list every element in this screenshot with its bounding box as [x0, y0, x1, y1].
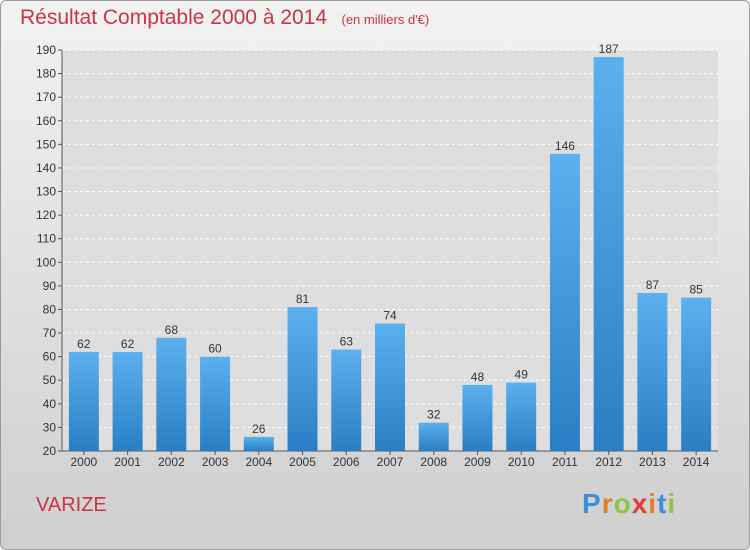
- bar: [200, 356, 231, 451]
- data-label: 74: [383, 309, 397, 323]
- y-tick-label: 170: [36, 90, 56, 104]
- bar: [287, 307, 318, 451]
- data-label: 85: [689, 283, 703, 297]
- y-tick-label: 130: [36, 185, 56, 199]
- data-label: 60: [208, 342, 222, 356]
- data-label: 26: [252, 422, 266, 436]
- y-tick-label: 40: [43, 397, 57, 411]
- x-tick-label: 2005: [289, 455, 316, 469]
- chart-subtitle: (en milliers d'€): [341, 12, 430, 27]
- commune-name: VARIZE: [36, 494, 107, 516]
- data-label: 48: [471, 370, 485, 384]
- logo-letter: x: [631, 488, 649, 519]
- bar: [593, 57, 624, 451]
- data-label: 146: [555, 139, 575, 153]
- bar: [243, 436, 274, 451]
- y-tick-label: 160: [36, 114, 56, 128]
- bar: [331, 349, 362, 451]
- data-label: 187: [599, 42, 619, 56]
- logo-letter: i: [648, 488, 658, 519]
- x-tick-label: 2012: [595, 455, 622, 469]
- bar: [462, 384, 493, 451]
- x-tick-label: 2002: [158, 455, 185, 469]
- y-tick-label: 70: [43, 326, 57, 340]
- data-label: 68: [165, 323, 179, 337]
- x-tick-label: 2004: [245, 455, 272, 469]
- logo-letter: r: [601, 488, 614, 519]
- x-tick-label: 2009: [464, 455, 491, 469]
- title-row: Résultat Comptable 2000 à 2014 (en milli…: [20, 6, 429, 30]
- bar: [112, 351, 143, 451]
- x-tick-label: 2001: [114, 455, 141, 469]
- logo-letter: i: [667, 488, 677, 519]
- logo-letter: t: [657, 488, 668, 519]
- x-tick-label: 2006: [333, 455, 360, 469]
- chart-title: Résultat Comptable 2000 à 2014: [20, 6, 328, 29]
- logo-letter: o: [613, 488, 632, 519]
- y-tick-label: 100: [36, 255, 56, 269]
- data-label: 49: [515, 368, 529, 382]
- y-tick-label: 110: [37, 232, 56, 246]
- x-tick-label: 2000: [71, 455, 98, 469]
- logo-letter: P: [582, 488, 602, 519]
- bar: [68, 351, 99, 451]
- y-tick-label: 50: [43, 373, 57, 387]
- bar: [375, 323, 405, 451]
- x-tick-label: 2003: [202, 455, 229, 469]
- x-tick-label: 2014: [683, 455, 710, 469]
- y-tick-label: 120: [36, 208, 56, 222]
- bar: [637, 292, 668, 451]
- bar: [549, 153, 580, 451]
- x-tick-label: 2011: [552, 455, 578, 469]
- y-tick-label: 190: [36, 43, 56, 57]
- y-tick-label: 80: [43, 302, 57, 316]
- bar: [156, 337, 187, 451]
- data-label: 62: [77, 337, 91, 351]
- y-tick-label: 180: [36, 67, 56, 81]
- proxiti-logo: Proxiti: [582, 488, 676, 520]
- data-label: 87: [646, 278, 660, 292]
- x-tick-label: 2007: [377, 455, 404, 469]
- x-tick-label: 2010: [508, 455, 535, 469]
- y-tick-label: 20: [43, 444, 57, 458]
- data-label: 63: [340, 335, 354, 349]
- x-tick-label: 2008: [420, 455, 447, 469]
- y-tick-label: 140: [36, 161, 56, 175]
- bar: [418, 422, 449, 451]
- bar: [506, 382, 537, 451]
- data-label: 81: [296, 292, 310, 306]
- y-tick-label: 30: [43, 420, 57, 434]
- y-tick-label: 60: [43, 350, 57, 364]
- bar: [681, 297, 712, 451]
- data-label: 32: [427, 408, 441, 422]
- y-tick-label: 90: [43, 279, 57, 293]
- x-tick-label: 2013: [639, 455, 666, 469]
- data-label: 62: [121, 337, 135, 351]
- y-tick-label: 150: [36, 137, 56, 151]
